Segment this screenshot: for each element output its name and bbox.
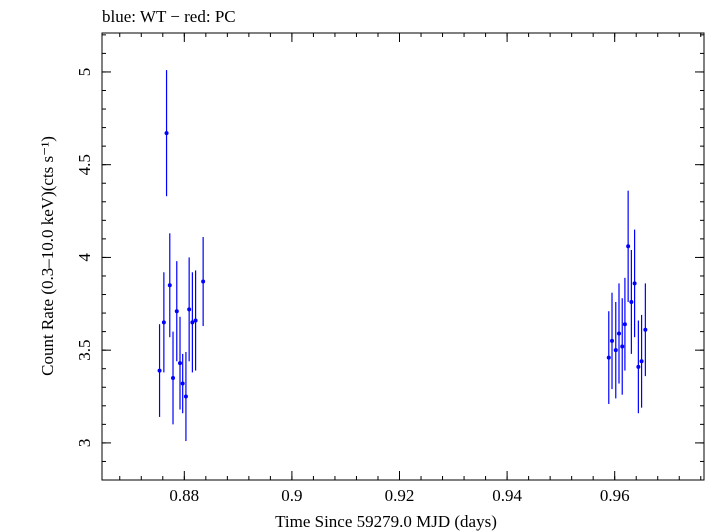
data-point [614, 348, 618, 352]
data-point [643, 328, 647, 332]
x-tick-label: 0.9 [281, 486, 302, 505]
data-point [171, 376, 175, 380]
data-point [636, 365, 640, 369]
data-point [158, 369, 162, 373]
x-axis-ticks: 0.88 0.9 0.92 0.94 0.96 [120, 33, 701, 505]
data-point [617, 331, 621, 335]
chart-title: blue: WT − red: PC [102, 7, 236, 26]
x-axis-label: Time Since 59279.0 MJD (days) [275, 512, 497, 531]
data-point [623, 322, 627, 326]
data-point [626, 244, 630, 248]
y-tick-label: 4 [75, 253, 94, 262]
data-point [607, 356, 611, 360]
data-point [168, 283, 172, 287]
data-point [629, 300, 633, 304]
data-points [158, 70, 648, 441]
x-tick-label: 0.88 [169, 486, 199, 505]
data-point [162, 320, 166, 324]
x-tick-label: 0.96 [600, 486, 630, 505]
y-tick-label: 4.5 [75, 154, 94, 175]
data-point [175, 309, 179, 313]
data-point [201, 280, 205, 284]
y-axis-label: Count Rate (0.3–10.0 keV)(cts s⁻¹) [38, 136, 57, 376]
data-point [620, 344, 624, 348]
x-tick-label: 0.94 [492, 486, 522, 505]
y-tick-label: 3 [75, 439, 94, 448]
data-point [178, 361, 182, 365]
data-point [181, 382, 185, 386]
plot-frame [102, 33, 704, 480]
data-point [633, 281, 637, 285]
data-point [194, 318, 198, 322]
y-tick-label: 3.5 [75, 340, 94, 361]
data-point [165, 131, 169, 135]
y-tick-label: 5 [75, 68, 94, 77]
data-point [640, 359, 644, 363]
data-point [610, 339, 614, 343]
x-tick-label: 0.92 [385, 486, 415, 505]
data-point [184, 395, 188, 399]
data-point [187, 307, 191, 311]
